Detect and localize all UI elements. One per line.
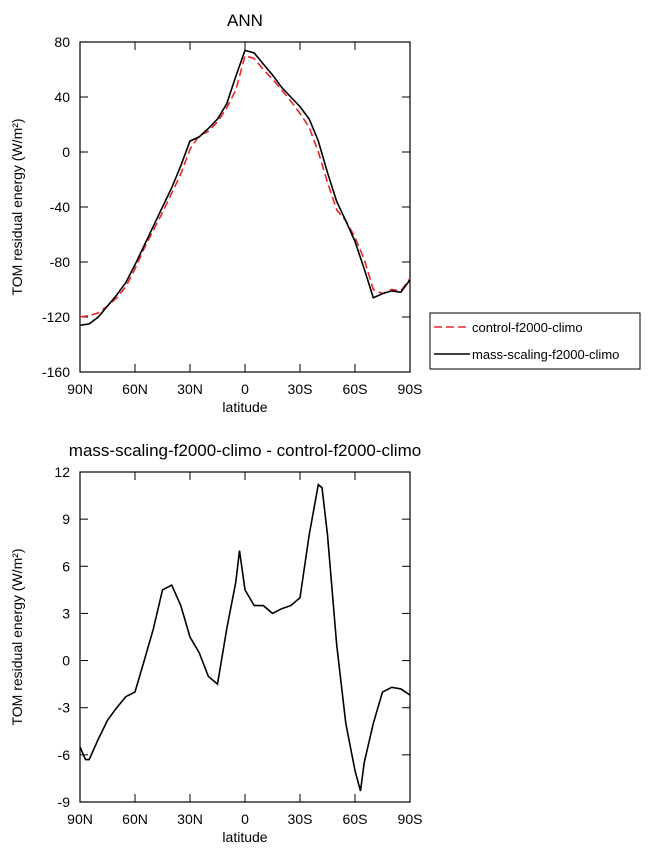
y-tick-label: -6 [58, 747, 71, 763]
y-tick-label: 0 [62, 653, 70, 669]
legend-label: mass-scaling-f2000-climo [472, 347, 619, 362]
y-tick-label: 6 [62, 558, 70, 574]
data-line [79, 49, 411, 327]
chart-title: ANN [227, 11, 263, 30]
y-tick-label: 9 [62, 511, 70, 527]
plot-frame [79, 41, 411, 373]
plot-frame [79, 471, 411, 803]
x-tick-label: 90S [398, 381, 423, 397]
y-tick-label: 80 [54, 34, 70, 50]
x-axis-label: latitude [222, 829, 267, 845]
y-tick-label: 40 [54, 89, 70, 105]
x-tick-label: 60S [343, 811, 368, 827]
y-axis-label: TOM residual energy (W/m²) [9, 548, 25, 725]
x-axis-label: latitude [222, 399, 267, 415]
y-tick-label: -3 [58, 700, 71, 716]
y-tick-label: -120 [42, 309, 70, 325]
x-tick-label: 90N [67, 811, 93, 827]
x-tick-label: 30S [288, 381, 313, 397]
y-axis-label: TOM residual energy (W/m²) [9, 118, 25, 295]
x-tick-label: 30S [288, 811, 313, 827]
x-tick-label: 60N [122, 811, 148, 827]
x-tick-label: 0 [241, 381, 249, 397]
chart-title: mass-scaling-f2000-climo - control-f2000… [69, 441, 421, 460]
x-tick-label: 60S [343, 381, 368, 397]
y-tick-label: -40 [50, 199, 70, 215]
y-tick-label: -9 [58, 794, 71, 810]
legend-box [429, 312, 641, 370]
x-tick-label: 90N [67, 381, 93, 397]
y-tick-label: 0 [62, 144, 70, 160]
legend-label: control-f2000-climo [472, 320, 583, 335]
x-tick-label: 30N [177, 811, 203, 827]
x-tick-label: 0 [241, 811, 249, 827]
data-line [79, 483, 411, 792]
y-tick-label: -160 [42, 364, 70, 380]
x-tick-label: 30N [177, 381, 203, 397]
x-tick-label: 60N [122, 381, 148, 397]
x-tick-label: 90S [398, 811, 423, 827]
y-tick-label: 12 [54, 464, 70, 480]
y-tick-label: -80 [50, 254, 70, 270]
y-tick-label: 3 [62, 605, 70, 621]
data-line [79, 54, 411, 318]
